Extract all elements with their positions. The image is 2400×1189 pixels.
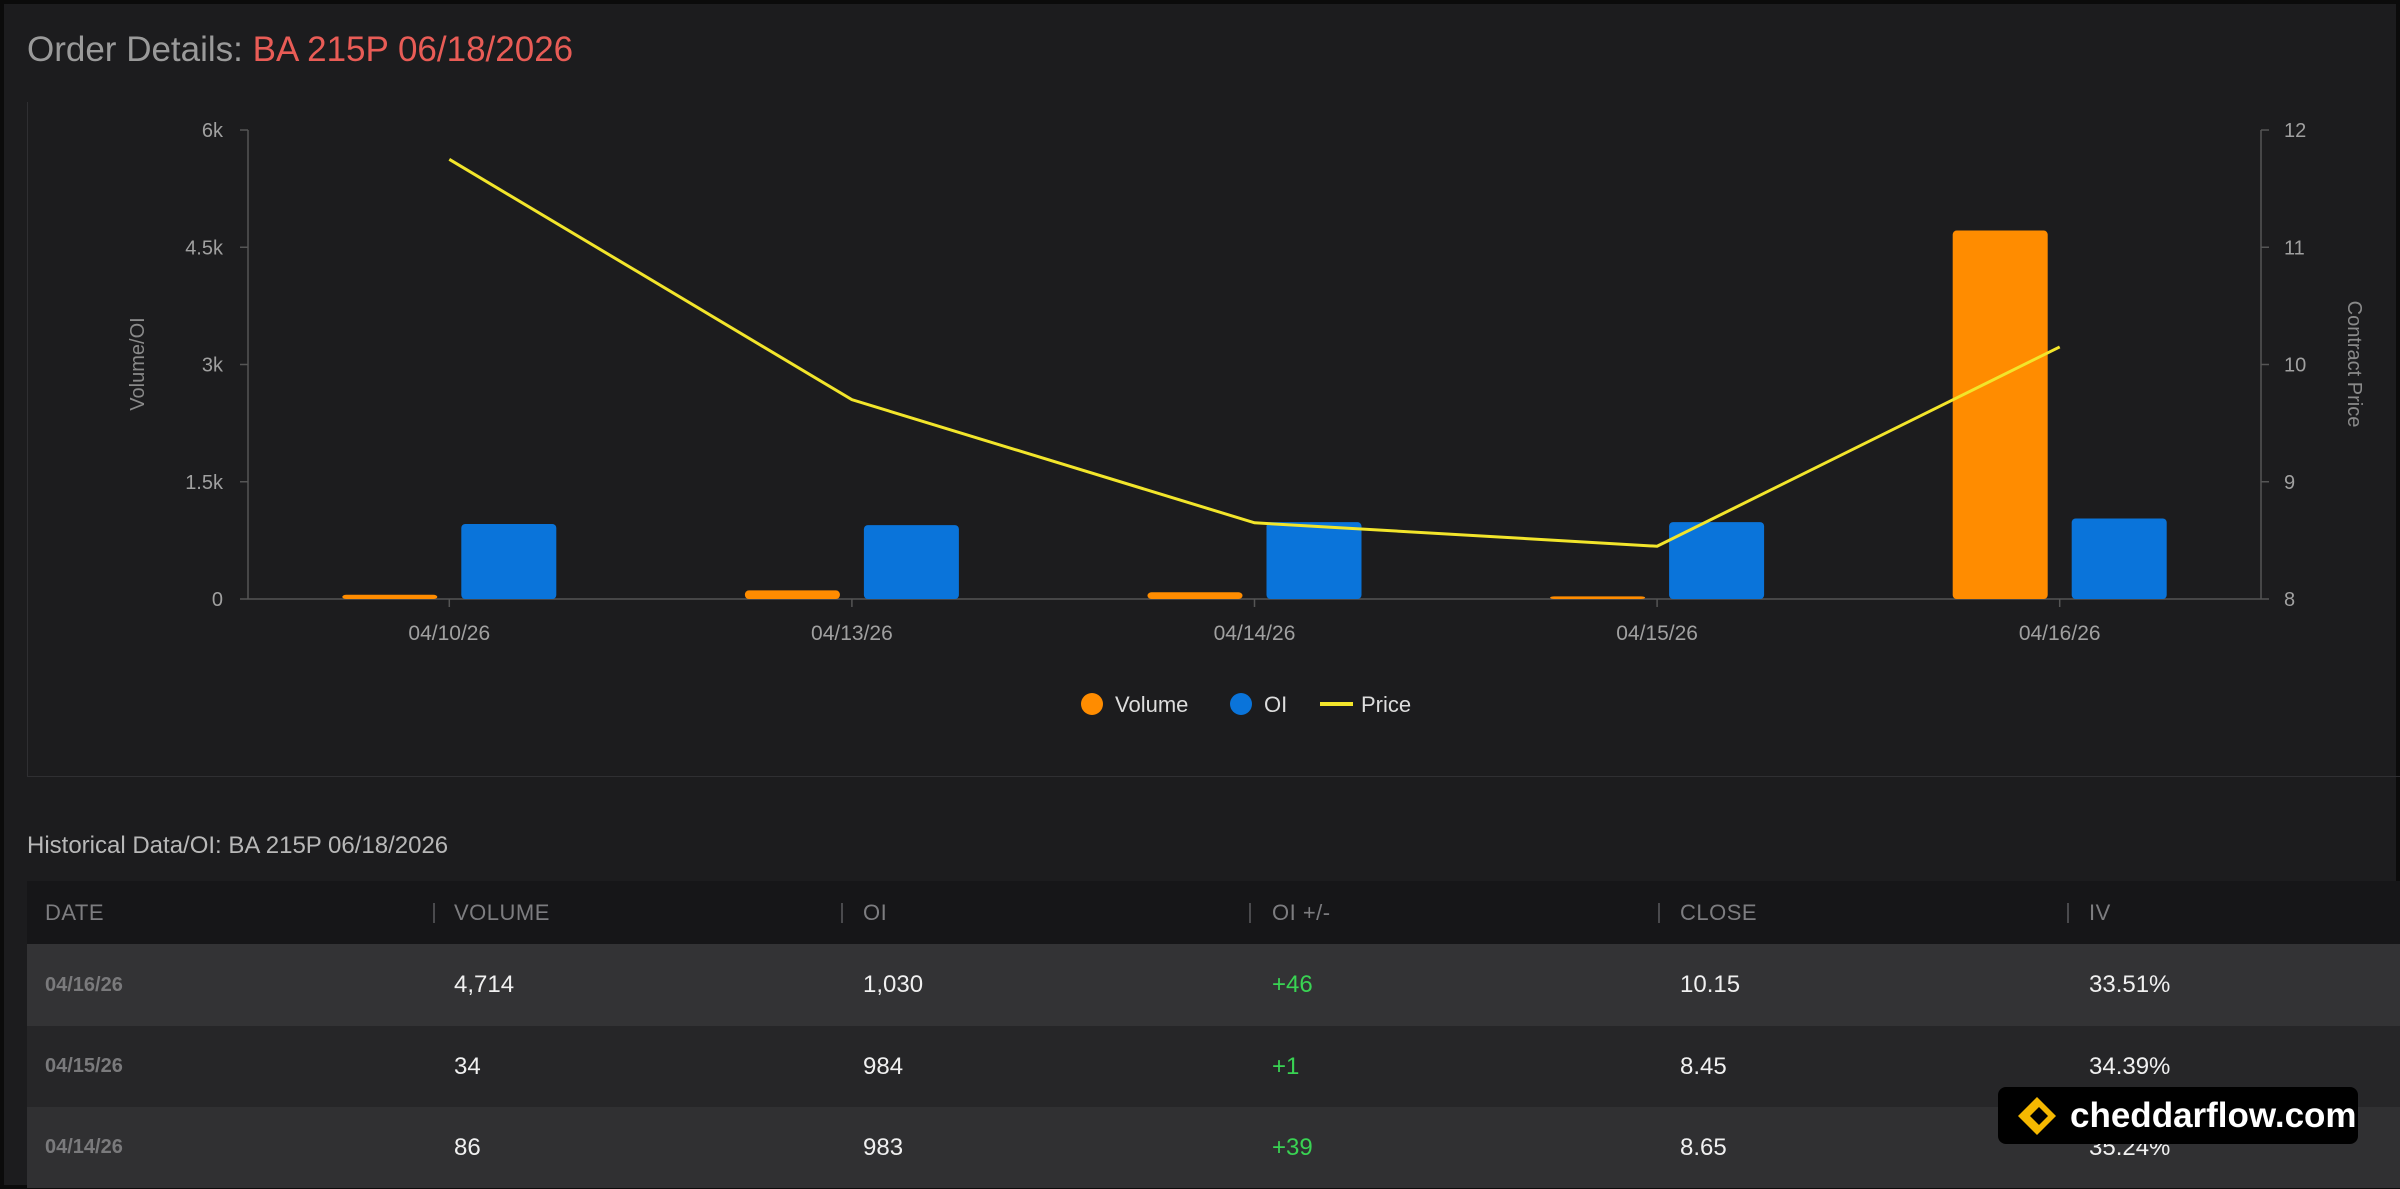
column-separator[interactable] bbox=[1249, 903, 1251, 923]
oi-bar bbox=[1669, 522, 1765, 599]
volume-bar bbox=[744, 590, 840, 599]
column-separator[interactable] bbox=[1658, 903, 1660, 923]
cell-close: 8.45 bbox=[1680, 1052, 1727, 1080]
left-tick-label: 6k bbox=[202, 120, 224, 142]
brand-watermark: cheddarflow.com bbox=[1998, 1087, 2358, 1144]
cell-oi: 984 bbox=[863, 1052, 904, 1080]
column-header-close[interactable]: CLOSE bbox=[1680, 900, 1758, 925]
oi-bar bbox=[2071, 518, 2167, 599]
x-tick-label: 04/13/26 bbox=[811, 622, 893, 645]
cell-iv: 33.51% bbox=[2089, 971, 2171, 998]
volume-bar bbox=[1550, 596, 1646, 599]
oi-bar bbox=[863, 525, 959, 599]
chart-panel: 0 1.5k 3k 4.5k 6k 8 9 10 11 12 Volume/OI Contract P… bbox=[27, 102, 2400, 777]
cell-close: 8.65 bbox=[1680, 1133, 1727, 1161]
history-title: Historical Data/OI: BA 215P 06/18/2026 bbox=[27, 832, 449, 859]
cell-oi-change: +46 bbox=[1272, 971, 1313, 998]
legend-volume-label: Volume bbox=[1115, 692, 1188, 717]
legend-volume-marker bbox=[1081, 693, 1103, 715]
title-symbol: BA 215P 06/18/2026 bbox=[252, 30, 574, 69]
volume-bar bbox=[1147, 592, 1243, 599]
oi-bar bbox=[461, 523, 557, 599]
cheddarflow-logo-icon bbox=[2018, 1096, 2056, 1135]
column-separator[interactable] bbox=[433, 903, 435, 923]
right-axis-title: Contract Price bbox=[2343, 301, 2365, 428]
left-tick-label: 1.5k bbox=[185, 472, 224, 494]
right-tick-label: 10 bbox=[2284, 355, 2306, 377]
cell-date: 04/16/26 bbox=[45, 973, 123, 996]
volume-bar bbox=[342, 594, 438, 599]
right-tick-label: 11 bbox=[2284, 237, 2305, 259]
x-tick-label: 04/16/26 bbox=[2019, 622, 2101, 645]
page-title: Order Details: BA 215P 06/18/2026 bbox=[27, 30, 573, 70]
table-header: DATE VOLUME OI OI +/- CLOSE IV bbox=[27, 881, 2400, 944]
legend-oi-label: OI bbox=[1264, 692, 1287, 717]
column-header-date[interactable]: DATE bbox=[45, 900, 105, 925]
left-tick-label: 4.5k bbox=[185, 237, 224, 259]
title-prefix: Order Details: bbox=[27, 30, 243, 69]
cell-date: 04/14/26 bbox=[45, 1136, 123, 1158]
cell-volume: 34 bbox=[454, 1052, 481, 1080]
oi-bar bbox=[1266, 522, 1362, 599]
column-header-iv[interactable]: IV bbox=[2089, 900, 2111, 925]
right-tick-label: 12 bbox=[2284, 120, 2306, 142]
left-tick-label: 3k bbox=[202, 355, 224, 377]
cell-volume: 86 bbox=[454, 1133, 481, 1161]
volume-bar bbox=[1952, 230, 2048, 599]
cell-volume: 4,714 bbox=[454, 971, 515, 998]
volume-oi-price-chart: 0 1.5k 3k 4.5k 6k 8 9 10 11 12 Volume/OI Contract P… bbox=[127, 120, 2365, 717]
cell-close: 10.15 bbox=[1680, 971, 1741, 998]
cell-oi-change: +39 bbox=[1272, 1133, 1313, 1161]
legend-oi-marker bbox=[1230, 693, 1252, 715]
right-tick-label: 8 bbox=[2284, 589, 2295, 611]
brand-name: cheddarflow.com bbox=[2070, 1095, 2357, 1135]
cell-iv: 34.39% bbox=[2089, 1052, 2171, 1080]
cell-date: 04/15/26 bbox=[45, 1055, 123, 1077]
column-separator[interactable] bbox=[2067, 903, 2069, 923]
cell-oi: 983 bbox=[863, 1133, 904, 1161]
x-tick-label: 04/15/26 bbox=[1616, 622, 1698, 645]
price-line bbox=[448, 158, 2061, 548]
x-tick-label: 04/10/26 bbox=[408, 622, 490, 645]
column-header-volume[interactable]: VOLUME bbox=[454, 900, 550, 925]
table-row[interactable]: 04/16/26 4,714 1,030 +46 10.15 33.51% bbox=[27, 944, 2400, 1026]
left-axis-title: Volume/OI bbox=[127, 317, 149, 410]
column-separator[interactable] bbox=[841, 903, 843, 923]
right-tick-label: 9 bbox=[2284, 472, 2295, 494]
cell-oi-change: +1 bbox=[1272, 1052, 1300, 1080]
cell-oi: 1,030 bbox=[863, 971, 924, 998]
left-tick-label: 0 bbox=[212, 589, 223, 611]
column-header-oi-change[interactable]: OI +/- bbox=[1272, 900, 1331, 925]
legend-price-label: Price bbox=[1361, 692, 1411, 717]
x-tick-label: 04/14/26 bbox=[1214, 622, 1296, 645]
column-header-oi[interactable]: OI bbox=[863, 900, 888, 925]
